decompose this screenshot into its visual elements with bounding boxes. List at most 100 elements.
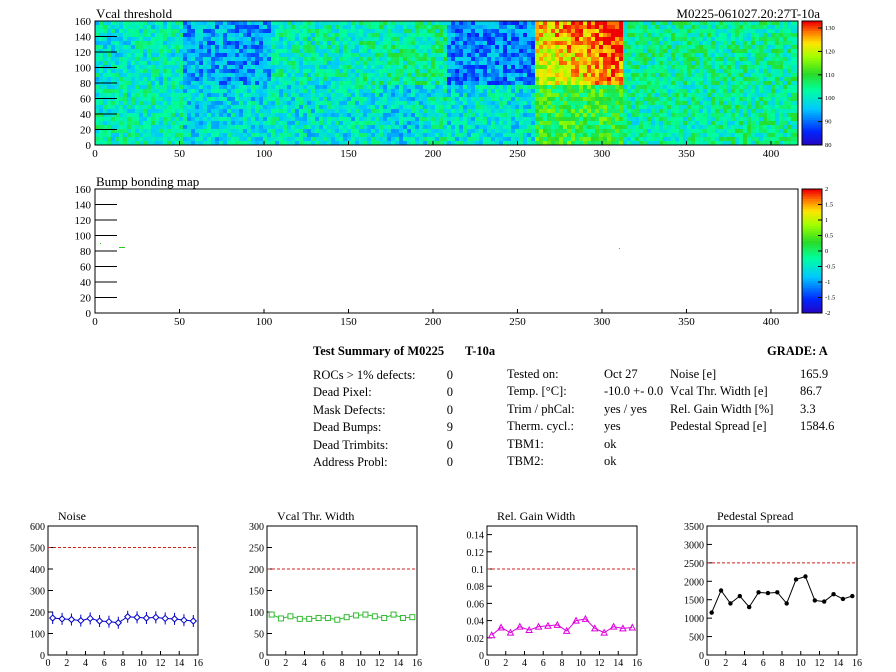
heatmap-cell <box>439 121 443 125</box>
heatmap-cell <box>175 93 179 97</box>
heatmap-cell <box>211 61 215 65</box>
heatmap-cell <box>131 53 135 57</box>
heatmap-cell <box>191 37 195 41</box>
heatmap-cell <box>671 109 675 113</box>
heatmap-cell <box>683 125 687 129</box>
heatmap-cell <box>495 61 499 65</box>
heatmap-cell <box>371 81 375 85</box>
heatmap-cell <box>539 25 543 29</box>
heatmap-cell <box>319 49 323 53</box>
heatmap-cell <box>599 73 603 77</box>
heatmap-cell <box>767 121 771 125</box>
heatmap-cell <box>155 21 159 25</box>
heatmap-cell <box>775 89 779 93</box>
heatmap-cell <box>487 57 491 61</box>
heatmap-cell <box>271 121 275 125</box>
heatmap-cell <box>223 85 227 89</box>
heatmap-cell <box>523 25 527 29</box>
heatmap-cell <box>531 77 535 81</box>
heatmap-cell <box>471 69 475 73</box>
heatmap-cell <box>599 25 603 29</box>
heatmap-cell <box>283 25 287 29</box>
heatmap-cell <box>319 133 323 137</box>
heatmap-cell <box>175 21 179 25</box>
heatmap-cell <box>279 57 283 61</box>
heatmap-cell <box>711 61 715 65</box>
heatmap-cell <box>631 33 635 37</box>
heatmap-cell <box>631 109 635 113</box>
heatmap-cell <box>543 85 547 89</box>
heatmap-cell <box>571 41 575 45</box>
heatmap-cell <box>455 133 459 137</box>
heatmap-cell <box>291 89 295 93</box>
heatmap-cell <box>231 93 235 97</box>
heatmap-cell <box>99 129 103 133</box>
heatmap-cell <box>711 33 715 37</box>
heatmap-cell <box>675 61 679 65</box>
heatmap-cell <box>507 21 511 25</box>
heatmap-cell <box>531 41 535 45</box>
heatmap-cell <box>403 93 407 97</box>
heatmap-cell <box>463 53 467 57</box>
heatmap-cell <box>175 121 179 125</box>
heatmap-cell <box>783 33 787 37</box>
heatmap-cell <box>183 33 187 37</box>
heatmap-cell <box>787 105 791 109</box>
heatmap-cell <box>659 33 663 37</box>
heatmap-cell <box>783 89 787 93</box>
heatmap-cell <box>439 37 443 41</box>
heatmap-cell <box>519 113 523 117</box>
heatmap-cell <box>455 69 459 73</box>
heatmap-cell <box>403 85 407 89</box>
heatmap-cell <box>623 85 627 89</box>
heatmap-cell <box>639 121 643 125</box>
heatmap-cell <box>759 85 763 89</box>
heatmap-cell <box>491 93 495 97</box>
heatmap-cell <box>555 73 559 77</box>
heatmap-cell <box>147 117 151 121</box>
heatmap-cell <box>747 33 751 37</box>
heatmap-cell <box>419 125 423 129</box>
heatmap-cell <box>611 65 615 69</box>
heatmap-cell <box>579 21 583 25</box>
heatmap-cell <box>303 33 307 37</box>
heatmap-cell <box>379 57 383 61</box>
heatmap-cell <box>643 37 647 41</box>
heatmap-cell <box>395 45 399 49</box>
heatmap-cell <box>683 33 687 37</box>
heatmap-cell <box>199 101 203 105</box>
heatmap-cell <box>563 129 567 133</box>
heatmap-cell <box>675 89 679 93</box>
heatmap-cell <box>387 25 391 29</box>
heatmap-cell <box>627 121 631 125</box>
heatmap-cell <box>767 21 771 25</box>
heatmap-cell <box>311 61 315 65</box>
heatmap-cell <box>495 113 499 117</box>
heatmap-cell <box>159 25 163 29</box>
heatmap-cell <box>671 33 675 37</box>
heatmap-cell <box>563 113 567 117</box>
heatmap-cell <box>131 105 135 109</box>
heatmap-cell <box>271 85 275 89</box>
heatmap-cell <box>263 109 267 113</box>
heatmap-cell <box>619 25 623 29</box>
heatmap-cell <box>647 105 651 109</box>
heatmap-cell <box>191 53 195 57</box>
heatmap-cell <box>667 41 671 45</box>
heatmap-cell <box>775 25 779 29</box>
heatmap-cell <box>407 133 411 137</box>
heatmap-cell <box>587 105 591 109</box>
heatmap-cell <box>435 57 439 61</box>
heatmap-cell <box>471 77 475 81</box>
heatmap-cell <box>419 37 423 41</box>
heatmap-cell <box>299 125 303 129</box>
heatmap-cell <box>283 29 287 33</box>
heatmap-cell <box>683 93 687 97</box>
heatmap-cell <box>707 113 711 117</box>
heatmap-cell <box>127 61 131 65</box>
heatmap-cell <box>567 53 571 57</box>
heatmap-cell <box>339 113 343 117</box>
heatmap-cell <box>227 125 231 129</box>
heatmap-cell <box>243 129 247 133</box>
heatmap-cell <box>123 93 127 97</box>
